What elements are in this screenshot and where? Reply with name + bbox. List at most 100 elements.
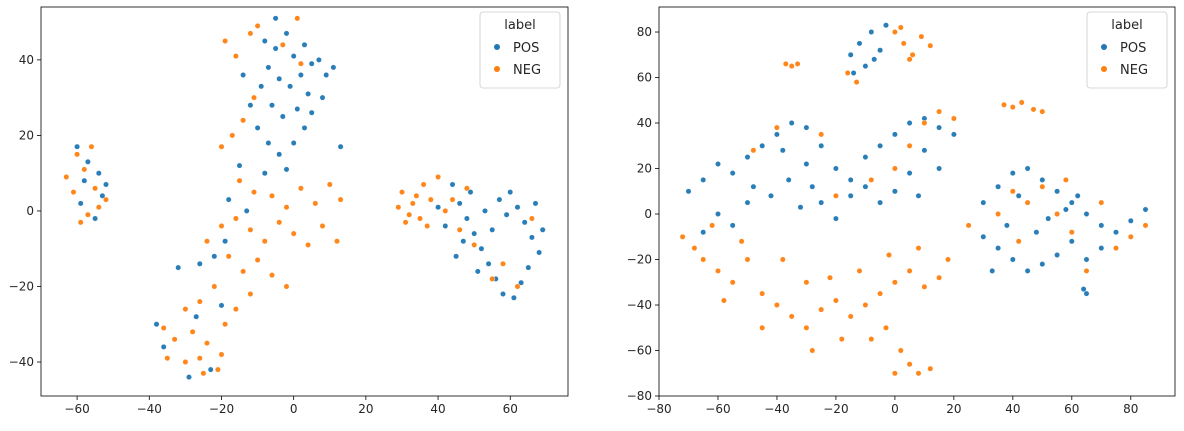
point-pos [1127, 217, 1134, 224]
point-neg [844, 70, 851, 76]
point-pos [77, 200, 84, 207]
point-neg [809, 347, 816, 354]
x-tick-label: −20 [823, 402, 848, 416]
point-neg [936, 108, 942, 115]
point-neg [1015, 238, 1022, 245]
point-neg [818, 131, 825, 138]
point-neg [1098, 199, 1105, 206]
point-neg [204, 340, 210, 346]
point-pos [301, 125, 308, 131]
point-pos [862, 154, 869, 161]
point-pos [503, 211, 510, 218]
point-pos [160, 343, 167, 350]
point-neg [1024, 199, 1031, 206]
point-neg [1113, 245, 1119, 252]
legend-marker-neg [1101, 66, 1107, 72]
point-neg [413, 192, 420, 199]
point-neg [838, 336, 845, 342]
point-neg [921, 283, 928, 290]
point-neg [514, 283, 521, 290]
point-neg [489, 275, 496, 282]
point-neg [269, 192, 275, 199]
point-pos [240, 72, 247, 78]
point-pos [818, 199, 825, 206]
legend-marker-neg [494, 66, 500, 72]
point-neg [442, 207, 449, 214]
legend-label-pos: POS [1120, 41, 1146, 56]
point-neg [88, 143, 95, 150]
point-pos [936, 124, 942, 131]
point-pos [1080, 286, 1087, 292]
point-neg [247, 226, 254, 233]
point-pos [453, 253, 459, 260]
point-neg [409, 200, 416, 207]
point-pos [287, 83, 293, 90]
point-pos [222, 238, 229, 245]
point-neg [1009, 104, 1016, 111]
point-neg [70, 189, 77, 196]
point-pos [207, 366, 214, 373]
point-pos [456, 200, 463, 207]
point-pos [980, 199, 987, 206]
point-neg [424, 223, 431, 229]
point-neg [1054, 211, 1061, 217]
point-neg [803, 279, 810, 286]
point-pos [868, 29, 875, 35]
legend: label POS NEG [1086, 11, 1168, 89]
point-neg [95, 204, 102, 211]
x-tick-label: 0 [290, 402, 298, 416]
point-pos [247, 102, 254, 109]
point-neg [218, 351, 225, 358]
point-pos [308, 60, 315, 67]
point-neg [827, 274, 833, 281]
point-pos [877, 199, 883, 206]
point-neg [297, 185, 304, 192]
point-pos [1063, 206, 1069, 213]
point-pos [99, 192, 106, 199]
point-pos [729, 170, 736, 177]
point-neg [788, 313, 795, 320]
point-pos [1024, 267, 1031, 274]
point-pos [92, 215, 99, 222]
point-pos [1004, 222, 1010, 229]
point-neg [818, 306, 825, 313]
point-neg [402, 219, 409, 226]
point-neg [1001, 101, 1007, 108]
point-pos [1054, 188, 1061, 195]
point-neg [774, 124, 780, 131]
point-neg [297, 60, 304, 67]
point-pos [1054, 252, 1061, 258]
x-tick-label: 80 [1123, 402, 1138, 416]
point-pos [496, 196, 503, 203]
point-pos [1142, 206, 1149, 213]
scatter-points [679, 22, 1149, 377]
point-pos [921, 147, 928, 154]
point-neg [774, 302, 780, 308]
point-pos [877, 47, 883, 54]
point-neg [906, 56, 913, 63]
y-tick-label: −60 [627, 344, 652, 358]
point-pos [297, 72, 304, 78]
point-pos [883, 22, 889, 29]
point-neg [63, 174, 70, 180]
point-neg [788, 63, 795, 69]
point-pos [521, 219, 528, 226]
point-pos [81, 177, 88, 184]
point-pos [847, 192, 854, 199]
y-tick-label: −80 [627, 389, 652, 403]
point-pos [529, 234, 535, 241]
point-neg [229, 132, 236, 139]
point-neg [196, 355, 203, 362]
legend-title: label [504, 18, 535, 33]
point-pos [785, 176, 792, 183]
point-neg [892, 370, 898, 377]
point-pos [276, 151, 283, 158]
point-neg [254, 22, 261, 29]
legend-label-neg: NEG [513, 63, 541, 78]
point-neg [750, 147, 757, 154]
point-neg [1039, 108, 1046, 115]
point-neg [1127, 233, 1134, 240]
point-neg [936, 274, 942, 281]
point-neg [182, 359, 189, 365]
x-tick-label: 60 [503, 402, 518, 416]
